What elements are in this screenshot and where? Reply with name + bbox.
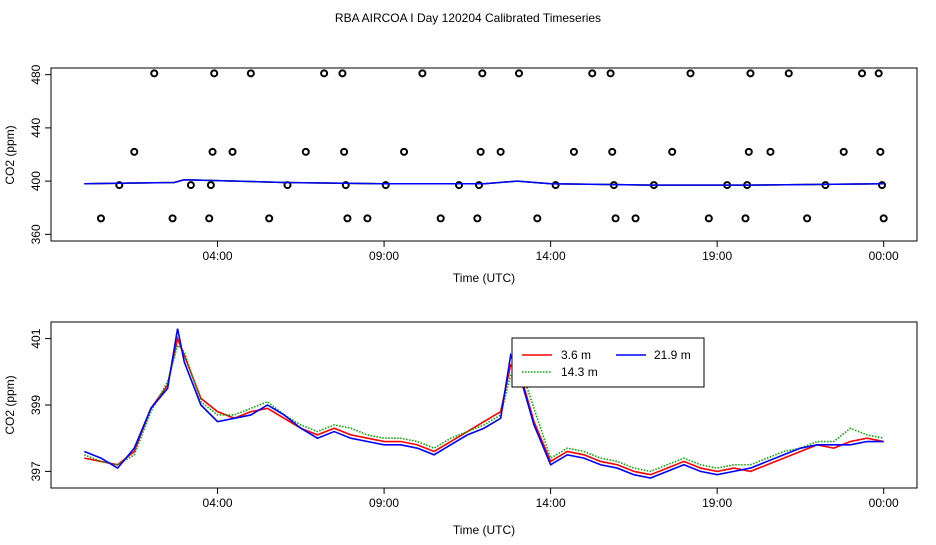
top-point-6 [205,214,214,223]
top-point-29 [478,69,487,78]
bottom-axes-group: 04:00 09:00 14:00 19:00 00:00 397 399 401 [29,328,899,510]
top-point-2 [130,147,139,156]
top-x-tick-label-2: 14:00 [536,249,566,263]
top-point-25 [455,181,464,190]
top-point-19 [343,214,352,223]
top-y-axis-label: CO2 (ppm) [3,125,17,184]
top-point-23 [418,69,427,78]
top-point-5 [186,181,195,190]
bottom-x-tick-label-3: 19:00 [702,496,732,510]
bottom-series-line-0 [84,335,884,476]
top-x-tick-label-1: 09:00 [369,249,399,263]
top-plot-frame [50,67,918,242]
top-point-21 [381,181,390,190]
bottom-x-axis-label: Time (UTC) [453,523,515,537]
top-point-18 [341,181,350,190]
top-point-52 [803,214,812,223]
top-point-56 [874,69,883,78]
bottom-y-tick-label-0: 397 [29,461,43,481]
top-point-12 [265,214,274,223]
top-point-22 [400,147,409,156]
top-point-30 [496,147,505,156]
top-x-tick-label-0: 04:00 [203,249,233,263]
top-point-51 [784,69,793,78]
top-point-1 [115,181,124,190]
top-series-group [84,69,888,223]
top-point-48 [744,147,753,156]
top-point-34 [569,147,578,156]
top-point-43 [686,69,695,78]
top-point-55 [858,69,867,78]
top-point-0 [96,214,105,223]
top-y-tick-label-2: 440 [29,118,43,138]
top-point-42 [668,147,677,156]
bottom-y-tick-label-1: 399 [29,395,43,415]
top-point-44 [704,214,713,223]
top-point-36 [606,69,615,78]
bottom-x-tick-label-1: 09:00 [369,496,399,510]
legend-label-14-3m: 14.3 m [561,365,598,379]
top-point-35 [588,69,597,78]
top-point-27 [475,181,484,190]
legend: 3.6 m 21.9 m 14.3 m [511,337,705,388]
bottom-series-group [84,328,884,479]
top-panel: 04:00 09:00 14:00 19:00 00:00 360 400 440 480 Ti… [3,64,918,285]
bottom-x-tick-label-4: 00:00 [869,496,899,510]
top-point-17 [340,147,349,156]
top-point-49 [746,69,755,78]
top-point-54 [839,147,848,156]
top-point-33 [551,181,560,190]
legend-label-3-6m: 3.6 m [561,348,591,362]
top-y-tick-label-1: 400 [29,171,43,191]
top-point-16 [338,69,347,78]
top-x-tick-label-4: 00:00 [869,249,899,263]
top-point-39 [611,214,620,223]
top-point-14 [301,147,310,156]
top-point-9 [210,69,219,78]
top-point-15 [320,69,329,78]
bottom-y-axis-label: CO2 (ppm) [3,375,17,434]
top-point-10 [228,147,237,156]
bottom-series-line-2 [84,328,884,479]
bottom-x-tick-label-0: 04:00 [203,496,233,510]
bottom-y-tick-label-2: 401 [29,328,43,348]
top-point-58 [878,181,887,190]
chart-title: RBA AIRCOA I Day 120204 Calibrated Times… [335,11,601,25]
top-point-20 [363,214,372,223]
top-point-28 [476,147,485,156]
top-point-32 [533,214,542,223]
top-y-tick-label-3: 480 [29,64,43,84]
top-point-3 [150,69,159,78]
legend-label-21-9m: 21.9 m [654,348,691,362]
top-point-8 [208,147,217,156]
top-point-24 [436,214,445,223]
bottom-x-tick-label-2: 14:00 [536,496,566,510]
legend-box [511,337,705,388]
top-point-40 [631,214,640,223]
top-point-31 [514,69,523,78]
top-point-37 [608,147,617,156]
top-point-59 [879,214,888,223]
top-point-46 [741,214,750,223]
bottom-panel: 04:00 09:00 14:00 19:00 00:00 397 399 401 Time … [3,321,918,537]
top-point-57 [876,147,885,156]
top-axes-group: 04:00 09:00 14:00 19:00 00:00 360 400 440 480 [29,64,899,263]
top-point-11 [246,69,255,78]
top-x-axis-label: Time (UTC) [453,271,515,285]
top-point-50 [766,147,775,156]
top-point-7 [206,181,215,190]
top-x-tick-label-3: 19:00 [702,249,732,263]
top-series-line-3 [84,179,884,186]
top-y-tick-label-0: 360 [29,224,43,244]
bottom-series-line-1 [84,343,884,473]
top-point-4 [168,214,177,223]
top-point-26 [473,214,482,223]
